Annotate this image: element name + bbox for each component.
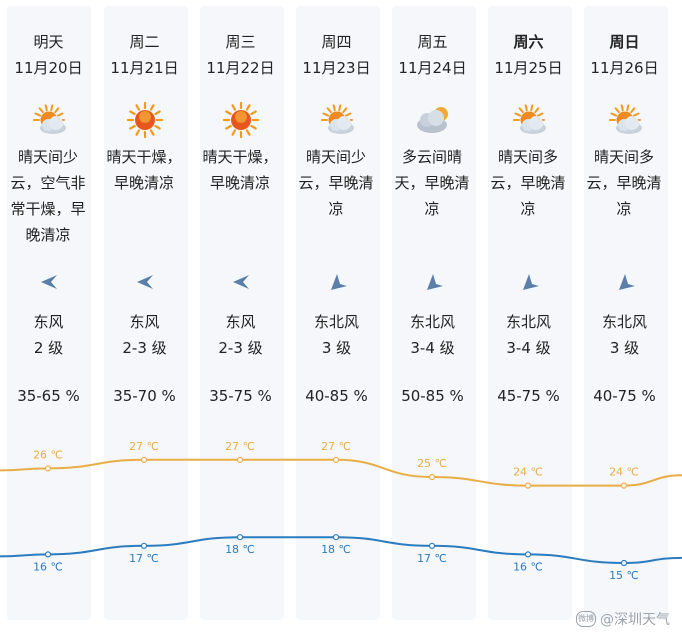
temp-point <box>236 534 244 541</box>
watermark-text: @深圳天气 <box>600 612 670 628</box>
temperature-chart: 26 ℃ 27 ℃ 27 ℃ 27 ℃ 25 ℃ 24 ℃ 24 ℃ 16 ℃ 17 ℃ 18 ℃… <box>0 440 682 582</box>
wind-direction-label: 东风 <box>225 313 256 331</box>
temp-label: 25 ℃ <box>417 457 447 470</box>
temp-point <box>140 542 148 549</box>
wind-direction-label: 东北风 <box>505 313 551 331</box>
humidity-label: 35-75 % <box>209 387 272 405</box>
sun-cloud-icon <box>0 100 97 140</box>
wind-level-label: 3-4 级 <box>506 339 551 357</box>
temp-point <box>44 551 52 558</box>
weather-description: 晴天间少云，空气非常干燥，早晚清凉 <box>10 148 86 244</box>
wind-direction-label: 东北风 <box>409 313 455 331</box>
weather-description: 晴天干燥，早晚清凉 <box>202 148 278 192</box>
wind-arrow-east-icon <box>0 270 97 294</box>
humidity-label: 50-85 % <box>401 387 464 405</box>
temp-point <box>332 534 340 541</box>
wind-level-label: 3 级 <box>321 339 352 357</box>
date-label: 11月22日 <box>206 59 275 77</box>
date-label: 11月23日 <box>302 59 371 77</box>
weather-description: 多云间晴天，早晚清凉 <box>394 148 470 218</box>
temp-label: 27 ℃ <box>129 440 159 453</box>
temp-point <box>44 465 52 472</box>
temp-label: 24 ℃ <box>609 466 639 479</box>
day-column <box>7 6 91 620</box>
weather-description: 晴天干燥，早晚清凉 <box>106 148 182 192</box>
temp-point <box>620 482 628 489</box>
wind-arrow-northeast-icon <box>288 270 385 294</box>
day-column <box>104 6 188 620</box>
temp-point <box>428 473 436 481</box>
weibo-logo-icon: 微博 <box>576 611 596 627</box>
temp-point <box>428 542 436 549</box>
day-label: 周六 <box>513 33 544 51</box>
temp-label: 27 ℃ <box>225 440 255 453</box>
sun-cloud-icon <box>288 100 385 140</box>
cloud-sun-icon <box>384 100 481 140</box>
weather-description: 晴天间多云，早晚清凉 <box>490 148 566 218</box>
humidity-label: 40-85 % <box>305 387 368 405</box>
temp-label: 15 ℃ <box>609 569 639 582</box>
day-column <box>584 6 668 620</box>
temp-label: 18 ℃ <box>321 543 351 556</box>
temp-point <box>524 551 532 558</box>
watermark: 微博 @深圳天气 <box>576 609 670 629</box>
temp-point <box>236 456 244 463</box>
wind-arrow-northeast-icon <box>384 270 481 294</box>
day-label: 周四 <box>321 33 352 51</box>
wind-direction-label: 东风 <box>129 313 160 331</box>
humidity-label: 35-65 % <box>17 387 80 405</box>
day-label: 明天 <box>33 33 64 51</box>
day-label: 周二 <box>129 33 160 51</box>
weather-description: 晴天间少云，早晚清凉 <box>298 148 374 218</box>
temp-label: 27 ℃ <box>321 440 351 453</box>
day-label: 周三 <box>225 33 256 51</box>
wind-arrow-east-icon <box>96 270 193 294</box>
day-label: 周五 <box>417 33 448 51</box>
day-column <box>488 6 572 620</box>
humidity-label: 40-75 % <box>593 387 656 405</box>
wind-level-label: 2-3 级 <box>122 339 167 357</box>
wind-level-label: 3 级 <box>609 339 640 357</box>
wind-direction-label: 东北风 <box>313 313 359 331</box>
temp-label: 17 ℃ <box>129 552 159 565</box>
temp-point <box>620 559 628 567</box>
date-label: 11月21日 <box>110 59 179 77</box>
date-label: 11月24日 <box>398 59 467 77</box>
sun-cloud-icon <box>576 100 673 140</box>
day-column <box>200 6 284 620</box>
weather-description: 晴天间多云，早晚清凉 <box>586 148 662 218</box>
humidity-label: 35-70 % <box>113 387 176 405</box>
date-label: 11月25日 <box>494 59 563 77</box>
wind-direction-label: 东北风 <box>601 313 647 331</box>
temp-point <box>524 482 532 489</box>
date-label: 11月26日 <box>590 59 659 77</box>
wind-level-label: 3-4 级 <box>410 339 455 357</box>
temp-label: 24 ℃ <box>513 466 543 479</box>
sun-icon <box>192 100 289 140</box>
temp-point <box>332 456 340 463</box>
temp-label: 16 ℃ <box>513 560 543 573</box>
day-label: 周日 <box>609 33 640 51</box>
date-label: 11月20日 <box>14 59 83 77</box>
day-column <box>392 6 476 620</box>
wind-level-label: 2-3 级 <box>218 339 263 357</box>
temp-point <box>140 456 148 463</box>
sun-icon <box>96 100 193 140</box>
temp-label: 16 ℃ <box>33 560 63 573</box>
day-column <box>296 6 380 620</box>
wind-level-label: 2 级 <box>33 339 64 357</box>
sun-cloud-icon <box>480 100 577 140</box>
wind-arrow-northeast-icon <box>480 270 577 294</box>
wind-arrow-northeast-icon <box>576 270 673 294</box>
wind-arrow-east-icon <box>192 270 289 294</box>
temp-label: 17 ℃ <box>417 552 447 565</box>
temp-label: 26 ℃ <box>33 448 63 461</box>
high-temp-line <box>0 458 682 487</box>
humidity-label: 45-75 % <box>497 387 560 405</box>
temp-label: 18 ℃ <box>225 543 255 556</box>
wind-direction-label: 东风 <box>33 313 64 331</box>
